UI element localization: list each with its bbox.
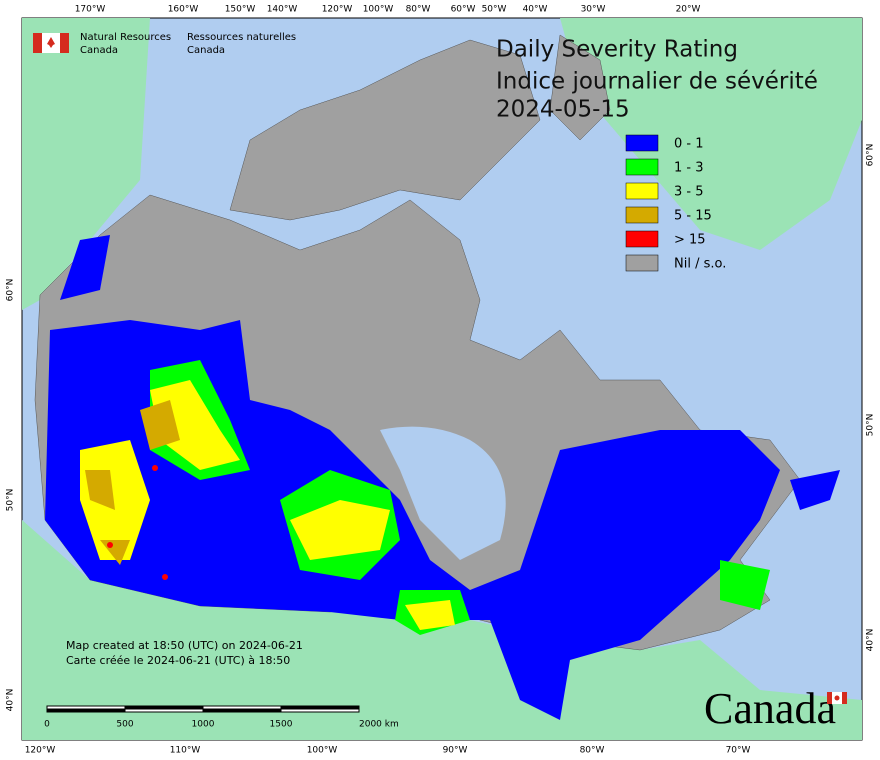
title: 2024-05-15 bbox=[496, 97, 630, 123]
graticule-labels: 170°W 160°W 150°W 140°W 120°W 100°W 80°W 60°W 50… bbox=[6, 5, 876, 756]
scale-bar bbox=[46, 705, 360, 713]
legend-label: 1 - 3 bbox=[674, 161, 704, 176]
legend-swatch bbox=[625, 230, 659, 248]
graticule-label: 150°W bbox=[225, 5, 256, 15]
graticule-label: 30°W bbox=[581, 5, 606, 15]
legend-label: 5 - 15 bbox=[674, 209, 712, 224]
graticule-label: 50°W bbox=[482, 5, 507, 15]
flag bbox=[33, 33, 69, 53]
agency-en: Canada bbox=[80, 45, 118, 56]
graticule-label: 40°N bbox=[866, 629, 876, 652]
graticule-label: 120°W bbox=[322, 5, 353, 15]
legend-label: 3 - 5 bbox=[674, 185, 704, 200]
graticule-label: 20°W bbox=[676, 5, 701, 15]
graticule-label: 110°W bbox=[170, 746, 201, 756]
graticule-label: 40°N bbox=[6, 689, 16, 712]
wordmark: Canada bbox=[704, 684, 836, 733]
wordmark-flag bbox=[827, 692, 847, 704]
legend-swatch bbox=[625, 134, 659, 152]
graticule-label: 60°N bbox=[6, 279, 16, 302]
graticule-label: 80°W bbox=[580, 746, 605, 756]
graticule-label: 90°W bbox=[443, 746, 468, 756]
legend-swatch bbox=[625, 158, 659, 176]
graticule-label: 100°W bbox=[307, 746, 338, 756]
scale-label: 1000 bbox=[192, 720, 215, 730]
agency-en: Natural Resources bbox=[80, 32, 171, 43]
graticule-label: 60°N bbox=[866, 144, 876, 167]
rating-areas bbox=[45, 235, 840, 720]
title: Indice journalier de sévérité bbox=[496, 69, 818, 95]
graticule-label: 80°W bbox=[406, 5, 431, 15]
agency-fr: Canada bbox=[187, 45, 225, 56]
footer: Map created at 18:50 (UTC) on 2024-06-21 bbox=[66, 639, 303, 652]
scale-label: 1500 bbox=[270, 720, 293, 730]
footer: Carte créée le 2024-06-21 (UTC) à 18:50 bbox=[66, 654, 290, 667]
scale-label: 0 bbox=[44, 720, 50, 730]
legend-swatch bbox=[625, 182, 659, 200]
agency-fr: Ressources naturelles bbox=[187, 32, 296, 43]
scale-label: 500 bbox=[116, 720, 133, 730]
graticule-label: 160°W bbox=[168, 5, 199, 15]
title: Daily Severity Rating bbox=[496, 37, 738, 63]
scale-label: 2000 km bbox=[359, 720, 399, 730]
graticule-label: 140°W bbox=[267, 5, 298, 15]
graticule-label: 100°W bbox=[363, 5, 394, 15]
graticule-label: 50°N bbox=[866, 414, 876, 437]
graticule-label: 50°N bbox=[6, 489, 16, 512]
graticule-label: 60°W bbox=[451, 5, 476, 15]
legend-label: > 15 bbox=[674, 233, 706, 248]
graticule-label: 170°W bbox=[75, 5, 106, 15]
graticule-label: 70°W bbox=[726, 746, 751, 756]
legend-label: 0 - 1 bbox=[674, 137, 704, 152]
land-other bbox=[22, 18, 862, 740]
legend: 0 - 1 1 - 3 3 - 5 5 - 15 > 15 Nil / s.o. bbox=[625, 134, 726, 272]
legend-swatch bbox=[625, 254, 659, 272]
graticule-label: 40°W bbox=[523, 5, 548, 15]
legend-swatch bbox=[625, 206, 659, 224]
graticule-label: 120°W bbox=[25, 746, 56, 756]
hudson-bay bbox=[380, 426, 506, 560]
legend-label: Nil / s.o. bbox=[674, 257, 726, 272]
